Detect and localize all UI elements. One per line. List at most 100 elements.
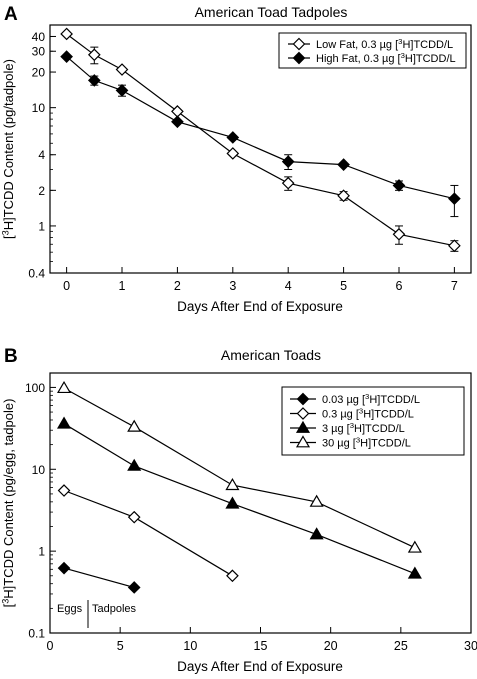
data-point bbox=[407, 540, 422, 553]
series-3 bbox=[56, 380, 422, 553]
legend-label: Low Fat, 0.3 µg [3H]TCDD/L bbox=[316, 37, 453, 51]
data-point bbox=[57, 561, 71, 575]
data-point bbox=[127, 581, 141, 594]
x-tick-label: 1 bbox=[119, 279, 126, 293]
data-point bbox=[337, 158, 350, 171]
panel-a-x-axis-label: Days After End of Exposure bbox=[177, 299, 343, 314]
data-point bbox=[87, 48, 101, 62]
x-tick-label: 5 bbox=[340, 279, 347, 293]
tadpoles-label: Tadpoles bbox=[92, 603, 137, 615]
eggs-label: Eggs bbox=[57, 603, 83, 615]
legend-marker bbox=[296, 392, 310, 406]
data-point bbox=[448, 192, 461, 206]
data-point bbox=[337, 189, 350, 203]
legend-marker bbox=[292, 51, 306, 65]
y-tick-label: 100 bbox=[25, 381, 45, 395]
data-point bbox=[225, 477, 240, 491]
x-tick-label: 3 bbox=[229, 279, 236, 293]
panel-a-series bbox=[60, 27, 461, 253]
data-point bbox=[171, 105, 184, 118]
panel-label-b: B bbox=[4, 346, 18, 367]
legend-label: 30 µg [3H]TCDD/L bbox=[322, 436, 411, 450]
data-point bbox=[115, 63, 129, 76]
data-point bbox=[309, 527, 324, 540]
data-point bbox=[127, 510, 141, 524]
x-tick-label: 15 bbox=[254, 639, 268, 653]
panel-a-plot-frame bbox=[49, 24, 472, 274]
x-tick-label: 10 bbox=[183, 639, 197, 653]
data-point bbox=[115, 84, 129, 97]
panel-a-legend-box bbox=[278, 32, 467, 69]
y-tick-label: 10 bbox=[32, 463, 46, 477]
series-line bbox=[66, 56, 455, 200]
panel-b-x-axis-label: Days After End of Exposure bbox=[177, 659, 343, 674]
y-tick-label: 10 bbox=[32, 101, 46, 115]
data-point bbox=[60, 27, 73, 41]
legend-label: 0.3 µg [3H]TCDD/L bbox=[322, 407, 414, 421]
legend-label: 3 µg [3H]TCDD/L bbox=[322, 421, 405, 435]
data-point bbox=[225, 496, 240, 509]
panel-a-x-axis: 0 1 2 3 4 5 6 7 bbox=[63, 267, 458, 293]
y-tick-label: 40 bbox=[32, 30, 46, 44]
data-point bbox=[171, 115, 184, 129]
panel-a-y-axis-label: [3H]TCDD Content (pg/tadpole) bbox=[1, 59, 17, 239]
data-point bbox=[226, 131, 240, 144]
x-tick-label: 4 bbox=[285, 279, 292, 293]
data-point bbox=[56, 416, 72, 429]
series-0 bbox=[57, 561, 141, 594]
data-point bbox=[226, 147, 240, 160]
legend-label: 0.03 µg [3H]TCDD/L bbox=[322, 392, 420, 406]
data-point bbox=[392, 179, 406, 192]
panel-b-x-axis: 0 5 10 15 20 25 30 bbox=[47, 627, 477, 653]
series-line bbox=[63, 489, 233, 577]
y-tick-label: 4 bbox=[38, 148, 45, 162]
series-1 bbox=[60, 50, 461, 218]
y-tick-label: 2 bbox=[38, 184, 45, 198]
panel-b-series bbox=[56, 380, 422, 594]
series-line bbox=[63, 567, 135, 589]
data-point bbox=[127, 458, 142, 471]
data-point bbox=[60, 50, 73, 63]
data-point bbox=[392, 227, 406, 241]
data-point bbox=[127, 419, 142, 432]
panel-b-title: American Toads bbox=[221, 347, 321, 363]
legend-label: High Fat, 0.3 µg [3H]TCDD/L bbox=[316, 51, 456, 65]
panel-b: B American Toads 0 5 10 15 20 25 30 0.1110100 … bbox=[1, 346, 477, 674]
panel-a: A American Toad Tadpoles 0 1 2 3 4 5 6 7 0.4 1 2 4… bbox=[1, 4, 472, 314]
panel-b-y-axis: 0.1 1 10 100 bbox=[25, 381, 56, 641]
panel-b-y-axis-label: [3H]TCDD Content (pg/egg, tadpole) bbox=[1, 399, 17, 608]
legend-marker bbox=[295, 420, 311, 433]
data-point bbox=[87, 74, 101, 87]
data-point bbox=[281, 176, 295, 190]
eggs-tadpoles-annotation: Eggs Tadpoles bbox=[57, 600, 137, 628]
x-tick-label: 30 bbox=[464, 639, 477, 653]
x-tick-label: 7 bbox=[451, 279, 458, 293]
data-point bbox=[226, 569, 239, 583]
y-tick-label: 0.4 bbox=[28, 267, 45, 281]
x-tick-label: 2 bbox=[174, 279, 181, 293]
panel-b-legend: 0.03 µg [3H]TCDD/L0.3 µg [3H]TCDD/L3 µg … bbox=[281, 386, 465, 456]
y-tick-label: 1 bbox=[38, 545, 45, 559]
y-tick-label: 0.1 bbox=[28, 627, 45, 641]
x-tick-label: 25 bbox=[394, 639, 408, 653]
x-tick-label: 5 bbox=[117, 639, 124, 653]
x-tick-label: 6 bbox=[396, 279, 403, 293]
x-tick-label: 0 bbox=[47, 639, 54, 653]
y-tick-label: 20 bbox=[32, 66, 46, 80]
y-tick-label: 30 bbox=[32, 45, 46, 59]
x-tick-label: 20 bbox=[324, 639, 338, 653]
panel-b-legend-box bbox=[281, 386, 465, 456]
legend-marker bbox=[292, 37, 306, 51]
legend-marker bbox=[296, 407, 310, 420]
x-tick-label: 0 bbox=[63, 279, 70, 293]
series-2 bbox=[56, 416, 422, 579]
data-point bbox=[281, 155, 295, 168]
legend-marker bbox=[295, 435, 311, 448]
panel-a-title: American Toad Tadpoles bbox=[195, 4, 348, 20]
data-point bbox=[309, 494, 324, 507]
y-tick-label: 1 bbox=[38, 219, 45, 233]
panel-label-a: A bbox=[4, 4, 18, 25]
